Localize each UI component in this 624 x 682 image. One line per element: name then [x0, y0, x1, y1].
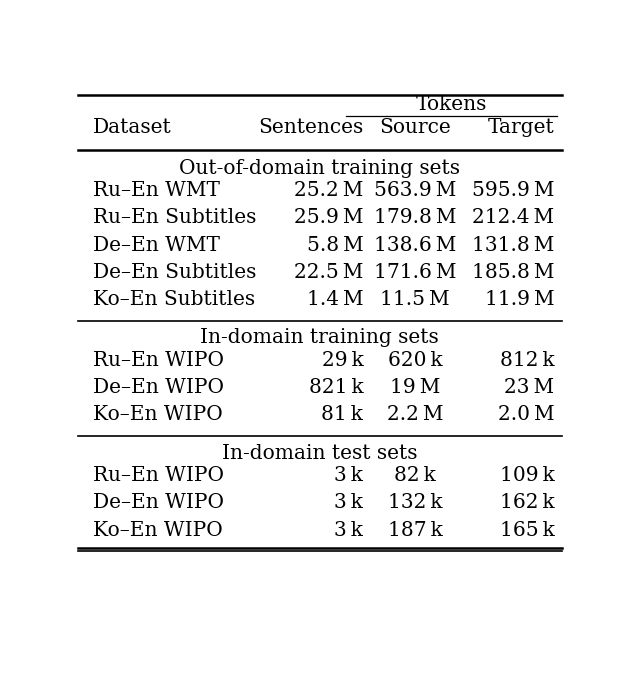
Text: Ko–En Subtitles: Ko–En Subtitles	[92, 291, 255, 309]
Text: 131.8 M: 131.8 M	[472, 235, 554, 254]
Text: 187 k: 187 k	[388, 520, 442, 539]
Text: 2.0 M: 2.0 M	[498, 406, 554, 424]
Text: 595.9 M: 595.9 M	[472, 181, 554, 200]
Text: 82 k: 82 k	[394, 466, 436, 485]
Text: 165 k: 165 k	[500, 520, 554, 539]
Text: Ko–En WIPO: Ko–En WIPO	[92, 406, 222, 424]
Text: 5.8 M: 5.8 M	[306, 235, 363, 254]
Text: 19 M: 19 M	[390, 378, 441, 397]
Text: 109 k: 109 k	[500, 466, 554, 485]
Text: 812 k: 812 k	[500, 351, 554, 370]
Text: 821 k: 821 k	[309, 378, 363, 397]
Text: Ru–En WIPO: Ru–En WIPO	[92, 351, 223, 370]
Text: Ru–En WIPO: Ru–En WIPO	[92, 466, 223, 485]
Text: 81 k: 81 k	[321, 406, 363, 424]
Text: 171.6 M: 171.6 M	[374, 263, 457, 282]
Text: 3 k: 3 k	[334, 520, 363, 539]
Text: 132 k: 132 k	[388, 493, 442, 512]
Text: Out-of-domain training sets: Out-of-domain training sets	[179, 159, 461, 177]
Text: 563.9 M: 563.9 M	[374, 181, 457, 200]
Text: 3 k: 3 k	[334, 466, 363, 485]
Text: 2.2 M: 2.2 M	[387, 406, 444, 424]
Text: In-domain test sets: In-domain test sets	[222, 444, 417, 462]
Text: Ru–En Subtitles: Ru–En Subtitles	[92, 208, 256, 227]
Text: Tokens: Tokens	[416, 95, 487, 115]
Text: Sentences: Sentences	[258, 118, 363, 137]
Text: 138.6 M: 138.6 M	[374, 235, 457, 254]
Text: Ru–En WMT: Ru–En WMT	[92, 181, 220, 200]
Text: Target: Target	[487, 118, 554, 137]
Text: 3 k: 3 k	[334, 493, 363, 512]
Text: 179.8 M: 179.8 M	[374, 208, 457, 227]
Text: 620 k: 620 k	[388, 351, 442, 370]
Text: Ko–En WIPO: Ko–En WIPO	[92, 520, 222, 539]
Text: In-domain training sets: In-domain training sets	[200, 329, 439, 347]
Text: 185.8 M: 185.8 M	[472, 263, 554, 282]
Text: De–En WMT: De–En WMT	[92, 235, 220, 254]
Text: Dataset: Dataset	[92, 118, 171, 137]
Text: 23 M: 23 M	[504, 378, 554, 397]
Text: 11.9 M: 11.9 M	[485, 291, 554, 309]
Text: 25.2 M: 25.2 M	[294, 181, 363, 200]
Text: 1.4 M: 1.4 M	[307, 291, 363, 309]
Text: 25.9 M: 25.9 M	[294, 208, 363, 227]
Text: 22.5 M: 22.5 M	[294, 263, 363, 282]
Text: 29 k: 29 k	[321, 351, 363, 370]
Text: 11.5 M: 11.5 M	[381, 291, 450, 309]
Text: 162 k: 162 k	[500, 493, 554, 512]
Text: De–En WIPO: De–En WIPO	[92, 493, 223, 512]
Text: 212.4 M: 212.4 M	[472, 208, 554, 227]
Text: Source: Source	[379, 118, 451, 137]
Text: De–En Subtitles: De–En Subtitles	[92, 263, 256, 282]
Text: De–En WIPO: De–En WIPO	[92, 378, 223, 397]
